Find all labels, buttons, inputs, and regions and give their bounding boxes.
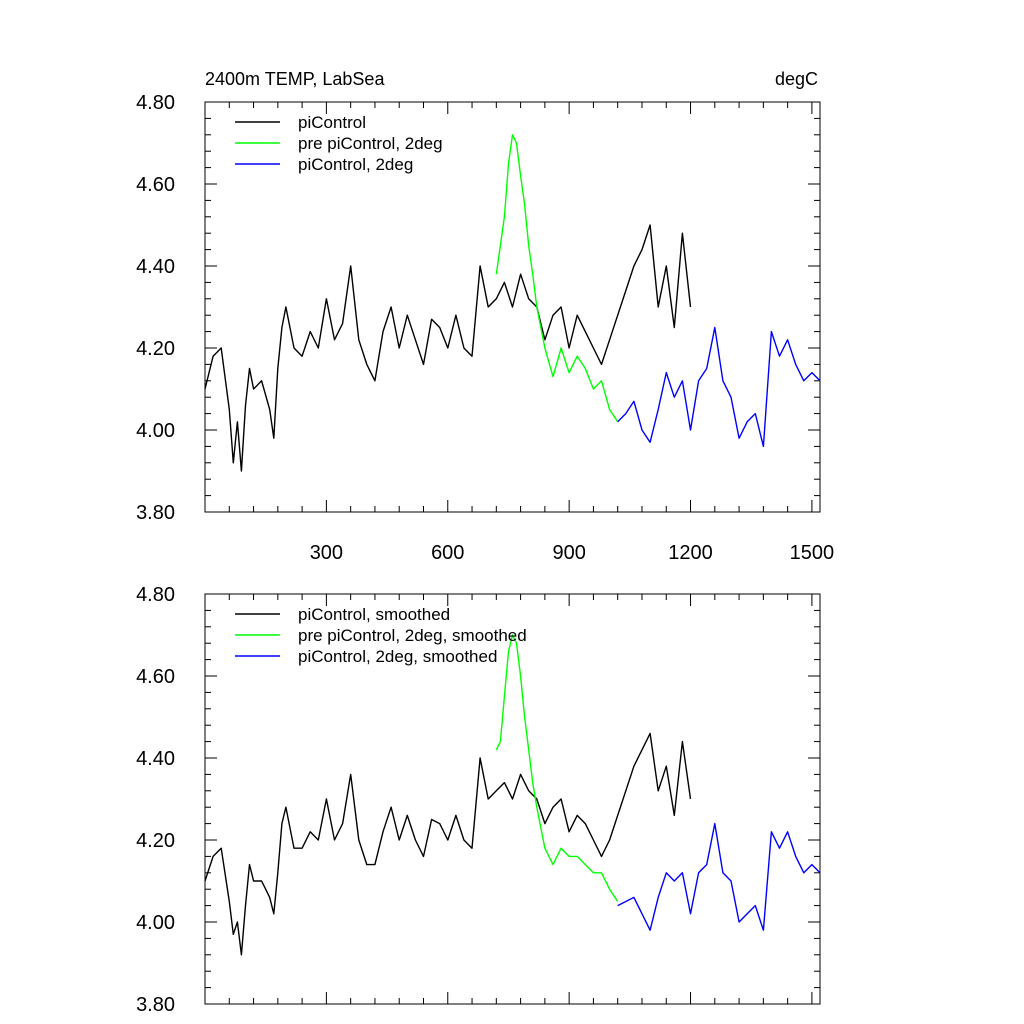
chart-panel-1: 3.80 4.00 4.20 4.40 4.60 4.80 300 600 900 1200 150…: [136, 69, 834, 564]
y-tick-label: 4.80: [136, 584, 175, 606]
y-tick-label: 4.60: [136, 666, 175, 688]
y-tick-label: 4.40: [136, 748, 175, 770]
y-tick-label: 4.60: [136, 174, 175, 196]
series-line-2: [495, 134, 619, 423]
chart-title: 2400m TEMP, LabSea: [205, 69, 385, 89]
series-line-2: [495, 634, 619, 902]
legend-label: piControl, 2deg, smoothed: [298, 647, 497, 666]
legend-label: pre piControl, 2deg, smoothed: [298, 626, 527, 645]
y-tick-label: 4.00: [136, 912, 175, 934]
legend-label: pre piControl, 2deg: [298, 134, 443, 153]
y-tick-label: 4.00: [136, 420, 175, 442]
series-line-3: [617, 822, 821, 931]
y-tick-label: 4.20: [136, 830, 175, 852]
units-label: degC: [775, 69, 818, 89]
legend-label: piControl, smoothed: [298, 605, 450, 624]
y-tick-label: 4.80: [136, 92, 175, 114]
y-tick-label: 3.80: [136, 502, 175, 524]
series-line-1: [204, 732, 692, 956]
legend-label: piControl: [298, 113, 366, 132]
x-tick-label: 600: [431, 542, 464, 564]
x-tick-label: 1500: [790, 542, 835, 564]
plot-frame: [204, 593, 821, 1005]
plot-frame: [204, 101, 821, 513]
y-tick-label: 4.20: [136, 338, 175, 360]
legend-label: piControl, 2deg: [298, 155, 413, 174]
x-tick-label: 900: [552, 542, 585, 564]
y-tick-label: 4.40: [136, 256, 175, 278]
x-tick-label: 1200: [668, 542, 713, 564]
chart-panel-2: 3.80 4.00 4.20 4.40 4.60 4.80 piControl, smoot…: [136, 584, 821, 1016]
x-tick-label: 300: [310, 542, 343, 564]
series-line-1: [204, 224, 692, 472]
series-line-3: [617, 326, 821, 448]
y-tick-label: 3.80: [136, 994, 175, 1016]
